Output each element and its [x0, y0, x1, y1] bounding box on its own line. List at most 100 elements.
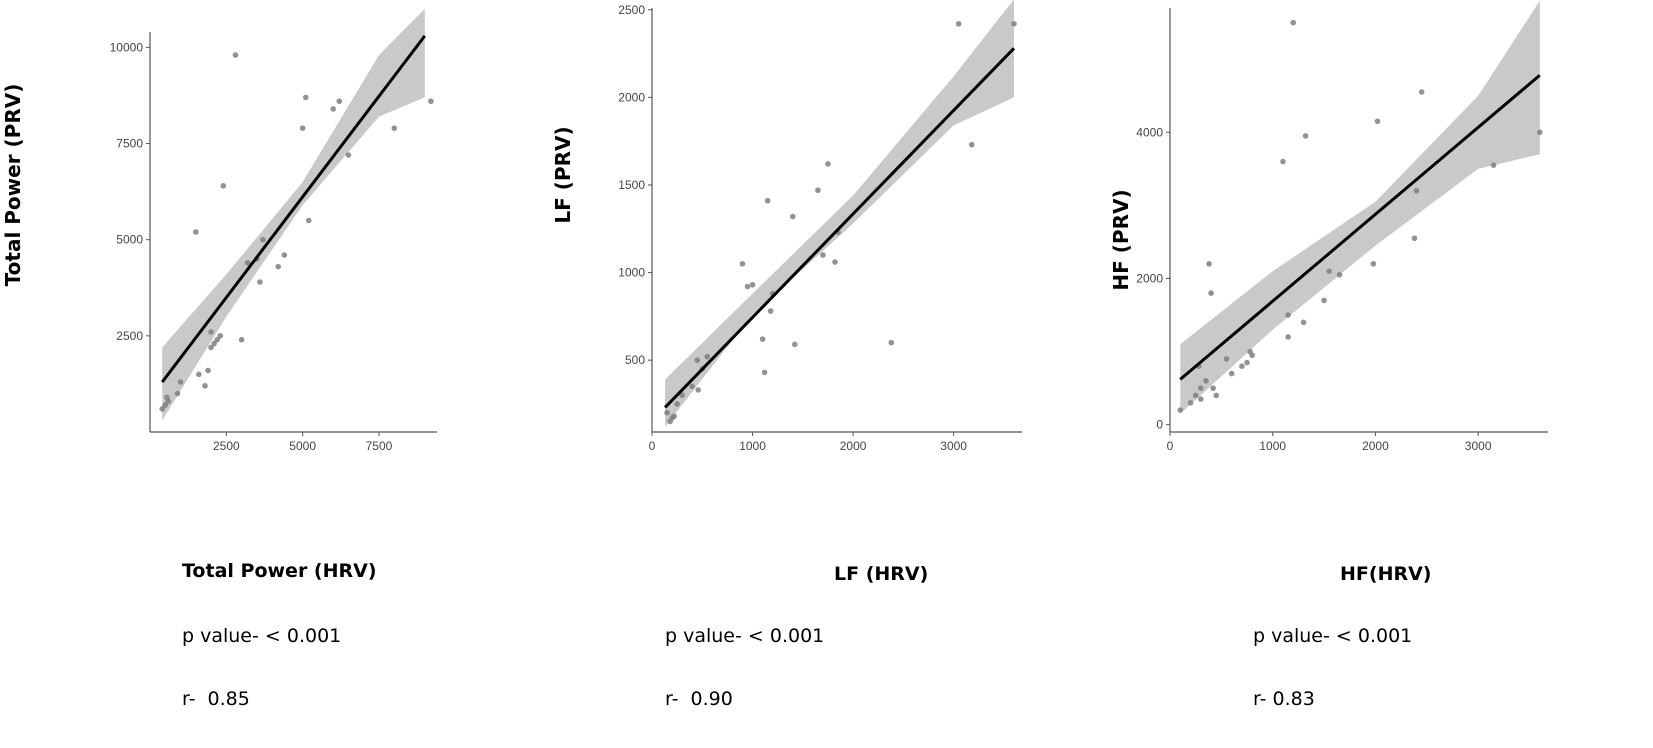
x-tick-label: 0: [649, 439, 656, 453]
x-tick-label: 1000: [1259, 439, 1286, 453]
y-axis-label: HF (PRV): [1109, 189, 1133, 290]
data-point: [208, 329, 214, 335]
y-tick-label: 10000: [110, 40, 144, 54]
data-point: [689, 383, 696, 390]
data-point: [1321, 297, 1327, 304]
x-tick-label: 2500: [213, 439, 240, 453]
data-point: [1206, 261, 1212, 267]
data-point: [767, 308, 774, 314]
data-point: [275, 263, 282, 270]
data-point: [1300, 319, 1307, 326]
y-tick-label: 500: [625, 353, 645, 367]
y-tick-label: 2500: [116, 329, 143, 343]
data-point: [260, 236, 266, 243]
rvalue-lf: r- 0.90: [665, 688, 733, 710]
data-point: [202, 383, 208, 389]
x-tick-label: 2000: [1362, 439, 1389, 453]
y-tick-label: 5000: [116, 233, 143, 247]
xlabel-total-power: Total Power (HRV): [182, 560, 377, 582]
y-tick-label: 1500: [618, 178, 645, 192]
y-axis-label: LF (PRV): [551, 126, 575, 223]
data-point: [825, 161, 831, 167]
data-point: [159, 406, 166, 412]
data-point: [1210, 385, 1216, 391]
data-point: [208, 344, 214, 351]
data-point: [299, 125, 306, 131]
data-point: [336, 98, 343, 105]
data-point: [664, 409, 670, 416]
data-point: [162, 402, 169, 408]
confidence-band: [1180, 0, 1540, 414]
data-point: [704, 353, 711, 360]
data-point: [695, 387, 702, 393]
data-point: [302, 94, 309, 101]
regression-line: [1179, 74, 1541, 381]
data-point: [1203, 378, 1209, 384]
data-point: [177, 379, 184, 385]
data-point: [1208, 290, 1214, 296]
x-tick-label: 3000: [1465, 439, 1492, 453]
y-tick-label: 7500: [116, 137, 143, 151]
data-point: [764, 197, 771, 204]
data-point: [214, 336, 220, 343]
pvalue-hf: p value- < 0.001: [1253, 625, 1413, 647]
regression-line: [663, 47, 1016, 409]
data-point: [739, 261, 746, 267]
x-tick-label: 3000: [940, 439, 967, 453]
data-point: [955, 20, 962, 27]
y-tick-label: 2000: [618, 90, 645, 104]
data-point: [238, 336, 245, 343]
data-point: [1290, 19, 1297, 26]
data-point: [1418, 89, 1425, 95]
data-point: [1374, 118, 1381, 125]
x-tick-label: 5000: [289, 439, 316, 453]
data-point: [759, 336, 766, 342]
data-point: [1187, 399, 1194, 406]
data-point: [1249, 352, 1255, 359]
data-point: [761, 369, 768, 376]
x-tick-label: 1000: [739, 439, 766, 453]
data-point: [789, 213, 796, 220]
rvalue-total-power: r- 0.85: [182, 688, 250, 710]
regression-line: [161, 34, 426, 383]
data-point: [791, 341, 798, 348]
data-point: [1177, 407, 1184, 413]
data-point: [217, 333, 224, 339]
rvalue-hf: r- 0.83: [1253, 688, 1315, 710]
y-axis-label: Total Power (PRV): [1, 84, 25, 287]
data-point: [244, 259, 251, 266]
data-point: [345, 152, 352, 158]
data-point: [1370, 261, 1377, 267]
y-tick-label: 0: [1156, 418, 1163, 432]
data-point: [1228, 370, 1235, 377]
data-point: [257, 279, 263, 285]
data-point: [1011, 20, 1017, 27]
confidence-band: [665, 0, 1014, 427]
data-point: [1411, 235, 1418, 242]
data-point: [211, 340, 217, 347]
panel-hf: 0 2000 4000 0 1000 2000 3000 HF (PRV): [1109, 0, 1548, 453]
data-point: [196, 371, 202, 378]
data-point: [1239, 363, 1245, 370]
data-point: [815, 187, 821, 194]
data-point: [820, 252, 826, 258]
confidence-band: [162, 8, 425, 421]
data-point: [1198, 396, 1204, 402]
data-point: [1326, 268, 1333, 274]
data-point: [1413, 187, 1420, 194]
panel-lf: 500 1000 1500 2000 2500 0 1000 2000 3000 LF (PRV): [551, 0, 1022, 453]
y-tick-label: 1000: [618, 266, 645, 280]
data-point: [744, 283, 751, 290]
data-point: [391, 125, 398, 131]
xlabel-lf: LF (HRV): [834, 563, 929, 585]
data-point: [1192, 392, 1199, 399]
data-point: [1302, 133, 1309, 139]
data-point: [232, 52, 239, 58]
data-point: [330, 106, 336, 112]
pvalue-total-power: p value- < 0.001: [182, 625, 342, 647]
data-point: [694, 357, 701, 363]
data-point: [968, 141, 975, 148]
data-point: [1536, 129, 1543, 136]
data-point: [1280, 158, 1286, 165]
